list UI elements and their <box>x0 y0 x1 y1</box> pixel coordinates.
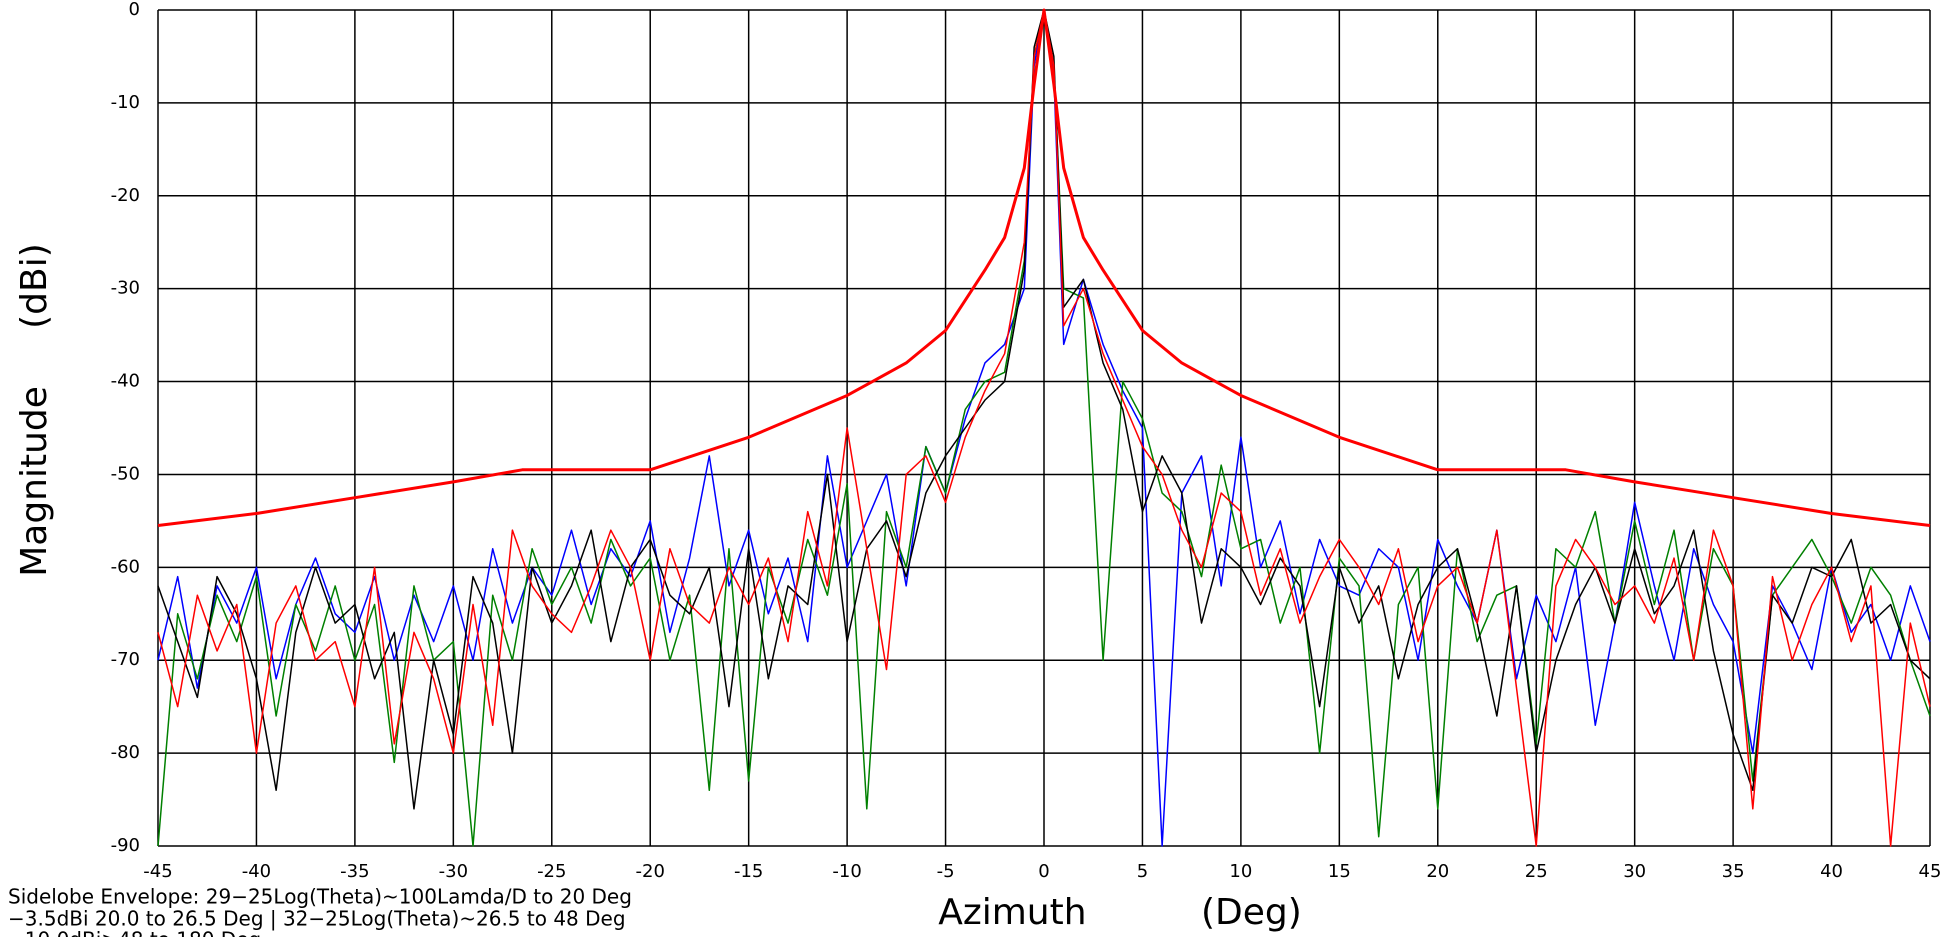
series-line <box>157 8 1931 528</box>
y-tick-label: -10 <box>111 92 140 113</box>
x-tick-label: 20 <box>1426 861 1449 882</box>
y-tick-label: -90 <box>111 835 140 856</box>
x-tick-label: 35 <box>1722 861 1745 882</box>
x-tick-label: -25 <box>537 861 566 882</box>
y-tick-label: -50 <box>111 463 140 484</box>
y-tick-label: -70 <box>111 649 140 670</box>
y-tick-label: -30 <box>111 278 140 299</box>
x-tick-label: -20 <box>636 861 665 882</box>
x-tick-label: 25 <box>1525 861 1548 882</box>
x-tick-label: 30 <box>1623 861 1646 882</box>
x-tick-label: 5 <box>1137 861 1148 882</box>
x-tick-label: -30 <box>439 861 468 882</box>
y-tick-label: -80 <box>111 742 140 763</box>
y-tick-label: -40 <box>111 371 140 392</box>
x-tick-label: -15 <box>734 861 763 882</box>
x-tick-label: -40 <box>242 861 271 882</box>
footnote: −3.5dBi 20.0 to 26.5 Deg | 32−25Log(Thet… <box>8 907 626 931</box>
x-tick-label: 45 <box>1919 861 1940 882</box>
x-tick-label: -5 <box>937 861 955 882</box>
y-tick-label: -60 <box>111 556 140 577</box>
footnote: −10.0dBi>48 to 180 Deg <box>8 928 261 937</box>
x-tick-label: 0 <box>1038 861 1049 882</box>
y-axis-title: Magnitude (dBi) <box>14 243 55 577</box>
footnote: Sidelobe Envelope: 29−25Log(Theta)~100La… <box>8 885 632 909</box>
x-tick-label: -45 <box>143 861 172 882</box>
x-tick-label: -35 <box>340 861 369 882</box>
x-axis-title: Azimuth (Deg) <box>938 892 1302 933</box>
x-tick-label: -10 <box>832 861 861 882</box>
x-tick-label: 15 <box>1328 861 1351 882</box>
y-tick-label: 0 <box>129 0 140 20</box>
x-tick-label: 40 <box>1820 861 1843 882</box>
y-tick-label: -20 <box>111 185 140 206</box>
x-tick-label: 10 <box>1229 861 1252 882</box>
